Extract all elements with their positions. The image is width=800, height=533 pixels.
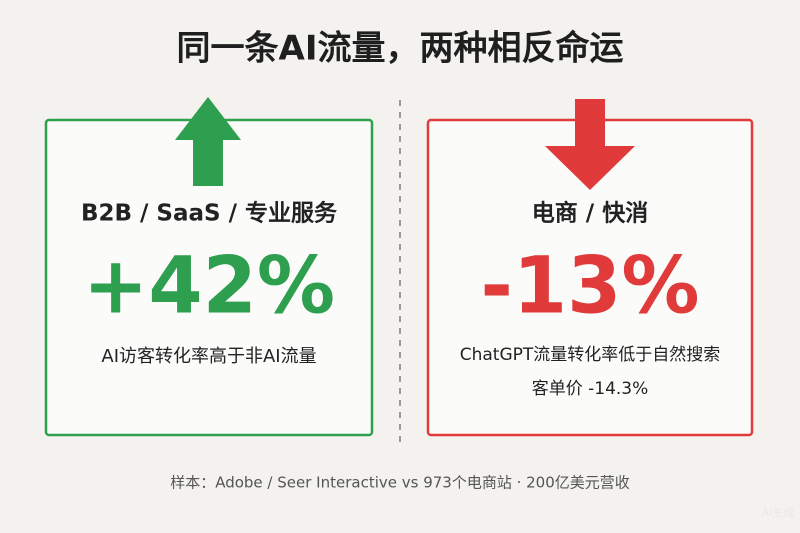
panel-stat: +42%	[83, 241, 335, 331]
up-arrow	[175, 97, 241, 186]
panel-description: 客单价 -14.3%	[532, 379, 649, 399]
arrow-shaft	[193, 138, 223, 186]
arrow-head	[545, 146, 635, 190]
down-arrow	[545, 99, 635, 190]
panel-stat: -13%	[480, 241, 699, 331]
panel-description: ChatGPT流量转化率低于自然搜索	[460, 345, 721, 365]
footer: 样本：Adobe / Seer Interactive vs 973个电商站 ·…	[170, 474, 630, 492]
panel-description: AI访客转化率高于非AI流量	[101, 346, 316, 367]
panel-category: 电商 / 快消	[532, 200, 648, 227]
watermark: AI生成	[762, 505, 795, 519]
panel-category: B2B / SaaS / 专业服务	[81, 200, 338, 227]
arrow-head	[175, 97, 241, 140]
title: 同一条AI流量，两种相反命运	[177, 29, 624, 69]
arrow-shaft	[575, 99, 605, 149]
